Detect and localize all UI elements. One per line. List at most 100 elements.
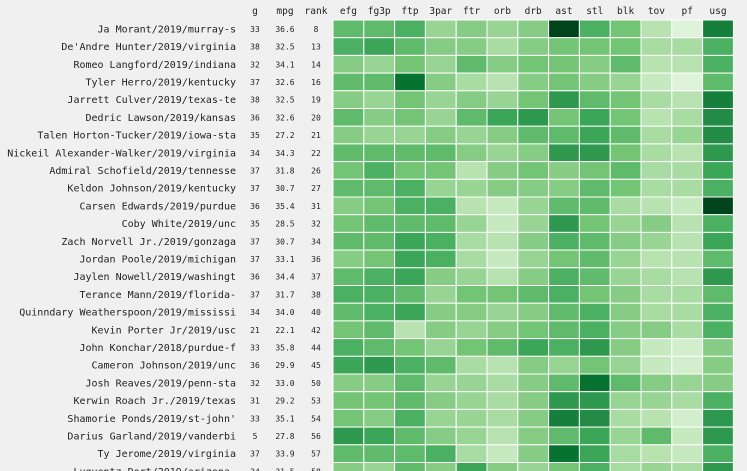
heat-cell-ftr (455, 108, 488, 127)
heat-cell-tov (640, 320, 673, 340)
heat-cell-usg (702, 125, 734, 145)
heat-cell-fg3p (363, 267, 396, 286)
heat-cell-orb (486, 161, 519, 180)
heatmap-row: Carsen Edwards/2019/purdue 36 35.4 31 (79, 196, 734, 216)
row-label: John Konchar/2018/purdue-f (79, 343, 236, 354)
heat-cell-blk (609, 37, 642, 56)
heat-cell-ast (548, 320, 580, 340)
heat-cell-ftp (394, 355, 426, 375)
cell-mpg: 27.2 (275, 131, 294, 140)
cell-mpg: 31.7 (275, 290, 294, 299)
heat-cell-ftp (394, 143, 426, 163)
heat-cell-3par (424, 108, 457, 127)
heat-cell-orb (486, 462, 519, 471)
cell-rank: 26 (311, 166, 321, 175)
heat-cell-orb (486, 302, 519, 322)
heat-cell-efg (332, 408, 365, 428)
heat-cell-ftr (455, 285, 488, 304)
heat-cell-efg (332, 426, 365, 446)
cell-rank: 21 (311, 131, 321, 140)
heat-cell-orb (486, 320, 519, 340)
cell-mpg: 33.0 (275, 379, 294, 388)
heat-cell-ast (548, 37, 580, 56)
heat-cell-tov (640, 143, 673, 163)
heat-cell-usg (702, 338, 734, 357)
heat-cell-ast (548, 391, 580, 410)
heat-cell-drb (517, 90, 550, 110)
heat-cell-tov (640, 54, 673, 74)
heat-cell-ftr (455, 320, 488, 340)
heat-cell-usg (702, 143, 734, 163)
cell-g: 38 (250, 43, 260, 52)
heat-cell-ftp (394, 178, 426, 198)
cell-rank: 34 (311, 237, 321, 246)
heat-cell-tov (640, 72, 673, 92)
heat-cell-tov (640, 231, 673, 251)
heat-cell-usg (702, 391, 734, 410)
heat-cell-ast (548, 285, 580, 304)
cell-g: 5 (253, 432, 258, 441)
heat-cell-stl (578, 37, 611, 56)
heat-cell-ast (548, 408, 580, 428)
heat-cell-fg3p (363, 72, 396, 92)
heat-cell-blk (609, 373, 642, 393)
cell-mpg: 31.5 (275, 467, 294, 471)
heat-cell-3par (424, 125, 457, 145)
heatmap-row: Kerwin Roach Jr./2019/texas 31 29.2 53 (73, 391, 734, 410)
column-header-ftp: ftp (401, 6, 418, 17)
row-label: Keldon Johnson/2019/kentucky (67, 184, 236, 195)
heat-cell-ftp (394, 426, 426, 446)
heat-cell-ftr (455, 338, 488, 357)
heat-cell-ftp (394, 391, 426, 410)
heat-cell-3par (424, 391, 457, 410)
heat-cell-ftp (394, 161, 426, 180)
row-label: Ja Morant/2019/murray-s (98, 24, 236, 35)
heat-cell-fg3p (363, 196, 396, 216)
row-label: Kerwin Roach Jr./2019/texas (73, 396, 236, 407)
heat-cell-stl (578, 143, 611, 163)
heat-cell-ftp (394, 54, 426, 74)
heatmap-row: Nickeil Alexander-Walker/2019/virginia 34… (7, 143, 734, 163)
heatmap-row: De'Andre Hunter/2019/virginia 38 32.5 13 (61, 37, 734, 56)
cell-rank: 36 (311, 255, 321, 264)
column-header-g: g (252, 6, 258, 17)
heat-cell-fg3p (363, 108, 396, 127)
heat-cell-pf (671, 338, 704, 357)
heat-cell-ast (548, 355, 580, 375)
heat-cell-pf (671, 302, 704, 322)
heat-cell-ftr (455, 161, 488, 180)
row-label: Kevin Porter Jr/2019/usc (92, 325, 237, 336)
heat-cell-usg (702, 444, 734, 463)
heat-cell-ftr (455, 90, 488, 110)
heatmap-row: Talen Horton-Tucker/2019/iowa-sta 35 27.2 2… (37, 125, 734, 145)
heatmap-row: Dedric Lawson/2019/kansas 36 32.6 20 (85, 108, 734, 127)
heat-cell-usg (702, 214, 734, 233)
heat-cell-ast (548, 125, 580, 145)
cell-rank: 27 (311, 184, 321, 193)
heatmap-row: Darius Garland/2019/vanderbi 5 27.8 56 (67, 426, 734, 446)
heat-cell-usg (702, 178, 734, 198)
heatmap-row: Luguentz Dort/2019/arizona- 34 31.5 58 (73, 462, 734, 471)
cell-g: 36 (250, 113, 260, 122)
heat-cell-efg (332, 249, 365, 269)
heat-cell-fg3p (363, 19, 396, 39)
heat-cell-tov (640, 391, 673, 410)
heatmap-row: Zach Norvell Jr./2019/gonzaga 37 30.7 34 (61, 231, 734, 251)
heat-cell-orb (486, 108, 519, 127)
row-label: Dedric Lawson/2019/kansas (85, 113, 236, 124)
heat-cell-pf (671, 214, 704, 233)
heat-cell-tov (640, 249, 673, 269)
cell-g: 37 (250, 450, 260, 459)
heat-cell-stl (578, 249, 611, 269)
cell-rank: 40 (311, 308, 321, 317)
heat-cell-efg (332, 444, 365, 463)
heat-cell-3par (424, 143, 457, 163)
heat-cell-fg3p (363, 426, 396, 446)
cell-g: 21 (250, 326, 260, 335)
heat-cell-blk (609, 161, 642, 180)
cell-mpg: 32.6 (275, 113, 294, 122)
heatmap-row: Cameron Johnson/2019/unc 36 29.9 45 (92, 355, 734, 375)
heat-cell-ftr (455, 214, 488, 233)
row-label: Jarrett Culver/2019/texas-te (67, 95, 236, 106)
